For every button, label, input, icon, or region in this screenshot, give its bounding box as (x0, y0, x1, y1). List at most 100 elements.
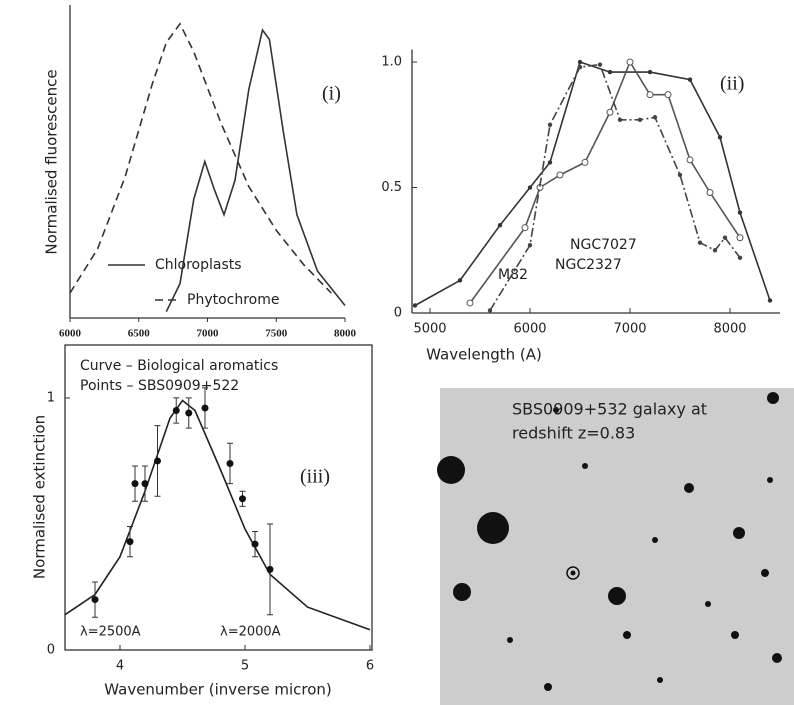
point (239, 495, 246, 503)
x-tick-label: 5000 (413, 322, 446, 337)
x-tick-label: 8000 (713, 322, 746, 337)
plot-frame (64, 344, 373, 651)
star (652, 537, 658, 543)
x-tick-label: 7000 (613, 322, 646, 337)
point (201, 404, 209, 412)
point (521, 224, 529, 232)
image-background (440, 388, 794, 705)
star (453, 583, 471, 601)
x-tick-label: 7000 (197, 328, 220, 340)
star (657, 677, 663, 683)
x-axis-label: Wavenumber (inverse micron) (104, 681, 332, 699)
point (717, 135, 723, 140)
point (126, 538, 134, 546)
star (767, 392, 779, 404)
point (497, 222, 503, 228)
y-tick-label: 1 (47, 390, 55, 405)
point (767, 298, 773, 303)
point (706, 189, 714, 197)
point (547, 160, 553, 165)
point (687, 77, 693, 82)
point (141, 480, 149, 488)
point (251, 540, 259, 548)
point (577, 64, 583, 70)
point (457, 278, 463, 283)
x-tick-label: 5 (241, 659, 249, 674)
point (736, 234, 744, 242)
star (684, 483, 694, 493)
star (477, 512, 509, 544)
point (646, 91, 654, 99)
point (637, 117, 643, 122)
point (172, 407, 180, 415)
point (617, 117, 623, 122)
series-line (64, 399, 371, 631)
y-tick-label: 0.5 (381, 180, 402, 195)
legend-label: Chloroplasts (155, 257, 242, 273)
star (553, 407, 559, 413)
image-caption: SBS0909+532 galaxy at (512, 400, 707, 419)
point (606, 108, 614, 116)
point (91, 596, 99, 604)
annotation: λ=2500A (80, 625, 141, 640)
point (737, 255, 743, 260)
image-caption: redshift z=0.83 (512, 424, 635, 443)
star (767, 477, 773, 483)
series-label: NGC7027 (570, 237, 637, 253)
star (544, 683, 552, 691)
annotation: (iii) (300, 466, 330, 488)
star (772, 653, 782, 663)
point (556, 171, 564, 179)
point (527, 185, 533, 190)
point (697, 240, 703, 245)
star (705, 601, 711, 607)
point (712, 248, 718, 253)
target-core (570, 570, 576, 576)
point (527, 243, 533, 248)
star (623, 631, 631, 639)
x-axis-label: Wavelength (A) (426, 346, 542, 364)
point (664, 91, 672, 99)
star (733, 527, 745, 539)
point (131, 480, 139, 488)
point (597, 62, 603, 67)
point (466, 299, 474, 307)
annotation: Curve – Biological aromatics (80, 358, 278, 374)
point (686, 156, 694, 164)
series-line (414, 60, 771, 307)
legend-label: Phytochrome (187, 292, 280, 308)
point (722, 235, 728, 240)
x-tick-label: 8000 (334, 328, 357, 340)
y-tick-label: 1.0 (381, 55, 402, 70)
point (487, 308, 493, 313)
point (737, 210, 743, 215)
point (266, 565, 274, 573)
star (582, 463, 588, 469)
point (226, 459, 234, 467)
star (608, 587, 626, 605)
annotation: (i) (322, 83, 341, 105)
point (626, 58, 634, 66)
star (731, 631, 739, 639)
point (547, 122, 553, 127)
sky-image: SBS0909+532 galaxy at redshift z=0.83 (437, 388, 794, 705)
annotation: (ii) (720, 73, 744, 95)
star (437, 456, 465, 484)
point (652, 115, 658, 120)
x-tick-label: 6000 (59, 328, 82, 340)
point (607, 69, 613, 75)
point (647, 69, 653, 75)
x-tick-label: 6500 (128, 328, 151, 340)
series-label: M82 (498, 267, 528, 283)
x-tick-label: 6000 (513, 322, 546, 337)
point (154, 457, 161, 465)
y-axis-label: Normalised fluorescence (43, 69, 61, 254)
series-line (469, 60, 741, 304)
point (577, 59, 583, 65)
y-axis-label: Normalised extinction (31, 415, 49, 579)
x-tick-label: 6 (366, 659, 374, 674)
target-galaxy (566, 566, 580, 580)
x-tick-label: 4 (116, 659, 124, 674)
star (761, 569, 769, 577)
